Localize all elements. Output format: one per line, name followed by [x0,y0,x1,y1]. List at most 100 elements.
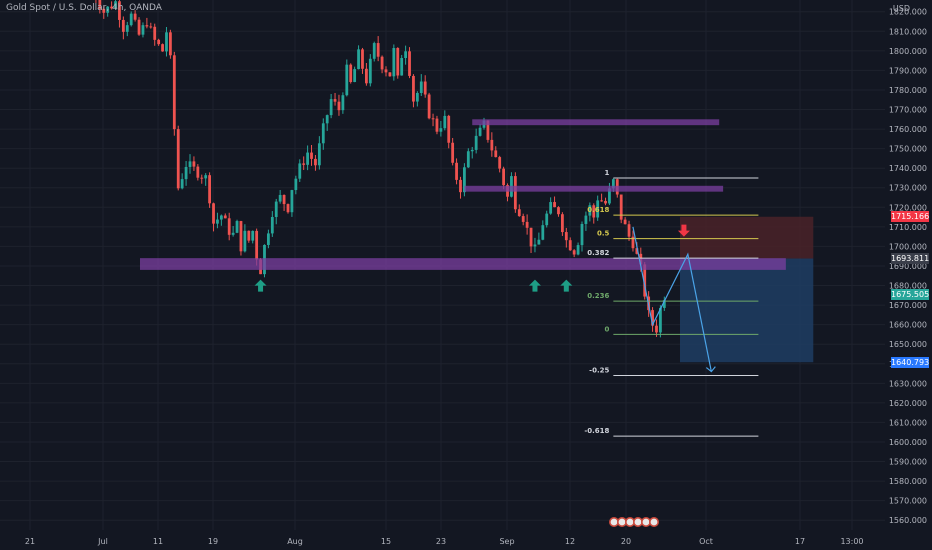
y-tick-label: 1690.000 [889,262,927,271]
candle-body [470,149,474,152]
candle-body [517,209,521,217]
candle-body [153,26,157,40]
candle-body [149,26,153,28]
candle-body [604,200,607,204]
candle-body [361,49,364,69]
candle-body [294,178,298,191]
candle-body [137,19,141,35]
fib-level-label: 0.382 [587,249,609,257]
candle-body [372,43,376,59]
candle-body [345,64,349,96]
symbol-title[interactable]: Gold Spot / U.S. Dollar, 4h, OANDA [6,3,162,13]
candle-body [219,215,223,220]
candle-body [98,0,102,9]
y-tick-label: 1760.000 [889,125,927,134]
candle-body [223,215,227,219]
candle-body [553,202,556,208]
candle-body [380,56,384,70]
y-tick-label: 1620.000 [889,399,927,408]
x-tick-label: Sep [499,537,514,546]
candle-body [576,245,580,255]
candle-body [216,219,219,224]
candle-body [114,1,117,9]
candle-body [561,214,564,233]
candle-body [443,115,447,129]
fib-level-label: 0.5 [597,230,610,238]
candle-body [251,230,255,241]
candle-body [239,221,243,252]
candle-body [282,194,286,205]
candle-body [180,179,184,189]
x-tick-label: Jul [97,537,108,546]
candle-body [494,150,498,158]
y-tick-label: 1660.000 [889,321,927,330]
candle-body [608,188,611,204]
candle-body [161,44,164,52]
y-tick-label: 1810.000 [889,27,927,36]
candle-body [486,120,490,140]
candle-body [521,216,525,222]
y-tick-label: 1700.000 [889,242,927,251]
candle-body [659,307,662,333]
candle-body [533,244,537,247]
candle-body [368,58,372,84]
candle-body [431,118,435,120]
candle-body [321,123,325,144]
candle-body [286,204,290,213]
candle-body [267,233,270,245]
x-tick-label: 20 [621,537,631,546]
fib-level-label: 1 [604,169,609,177]
y-tick-label: 1590.000 [889,458,927,467]
supply-demand-zone [472,119,720,126]
event-flag-icon [624,516,635,527]
up-arrow-icon [560,279,573,292]
price-tag-current: 1693.811 [891,253,930,265]
candle-body [662,300,666,308]
candle-body [169,32,172,56]
y-tick-label: 1750.000 [889,145,927,154]
candle-body [365,68,368,84]
candle-body [196,166,200,178]
price-tag-stop: 1715.166 [891,211,930,223]
event-flag-icon [648,516,659,527]
candle-body [572,250,576,255]
candle-body [643,264,647,297]
candle-body [580,223,584,246]
candle-body [400,58,404,76]
candle-body [415,92,419,102]
candle-body [376,43,380,57]
candle-body [118,1,121,20]
candle-body [141,25,145,35]
candle-body [204,175,208,179]
fib-level-label: -0.25 [589,366,609,374]
candle-body [125,25,129,32]
candle-body [384,69,388,73]
candle-body [145,25,149,27]
candle-body [102,8,106,13]
candle-body [627,224,631,237]
candle-body [341,95,345,111]
candle-body [325,115,329,124]
event-flag-icon [608,516,619,527]
candle-body [466,151,470,168]
y-tick-label: 1610.000 [889,418,927,427]
y-tick-label: 1650.000 [889,340,927,349]
supply-demand-zone [140,258,786,270]
candle-body [455,162,458,180]
candle-body [474,135,478,150]
event-flag-icon [632,516,643,527]
candle-body [545,213,549,226]
candle-body [310,152,313,159]
candle-body [631,236,635,249]
x-tick-label: Oct [699,537,713,546]
candle-body [459,179,462,193]
candle-body [396,48,400,76]
projection-path [632,226,712,372]
take-profit-zone [680,258,814,363]
y-tick-label: 1780.000 [889,86,927,95]
candle-body [635,248,639,254]
candle-body [525,221,529,228]
candle-body [619,194,623,220]
candle-body [270,216,274,234]
